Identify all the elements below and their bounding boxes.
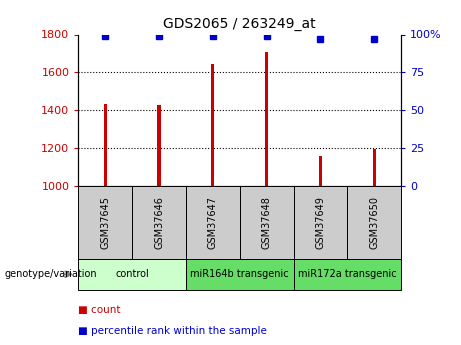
Text: GSM37650: GSM37650 (369, 196, 379, 249)
Bar (347, 186, 401, 259)
Bar (186, 186, 240, 259)
Text: miR164b transgenic: miR164b transgenic (190, 269, 289, 279)
Bar (294, 259, 401, 290)
Bar (294, 186, 347, 259)
Bar (158, 105, 161, 186)
Text: GSM37648: GSM37648 (261, 196, 272, 249)
Bar (186, 259, 294, 290)
Title: GDS2065 / 263249_at: GDS2065 / 263249_at (163, 17, 316, 31)
Text: ■ percentile rank within the sample: ■ percentile rank within the sample (78, 326, 267, 336)
Bar (78, 186, 132, 259)
Bar (240, 186, 294, 259)
Bar (78, 259, 186, 290)
Bar (211, 64, 214, 186)
Bar (265, 51, 268, 186)
Bar (132, 186, 186, 259)
Text: ■ count: ■ count (78, 306, 121, 315)
Text: control: control (115, 269, 149, 279)
Bar (372, 149, 376, 186)
Text: GSM37646: GSM37646 (154, 196, 164, 249)
Text: GSM37649: GSM37649 (315, 196, 325, 249)
Text: miR172a transgenic: miR172a transgenic (298, 269, 396, 279)
Text: GSM37645: GSM37645 (100, 196, 110, 249)
Bar (104, 104, 107, 186)
Text: genotype/variation: genotype/variation (5, 269, 97, 279)
Text: GSM37647: GSM37647 (208, 196, 218, 249)
Bar (319, 156, 322, 186)
